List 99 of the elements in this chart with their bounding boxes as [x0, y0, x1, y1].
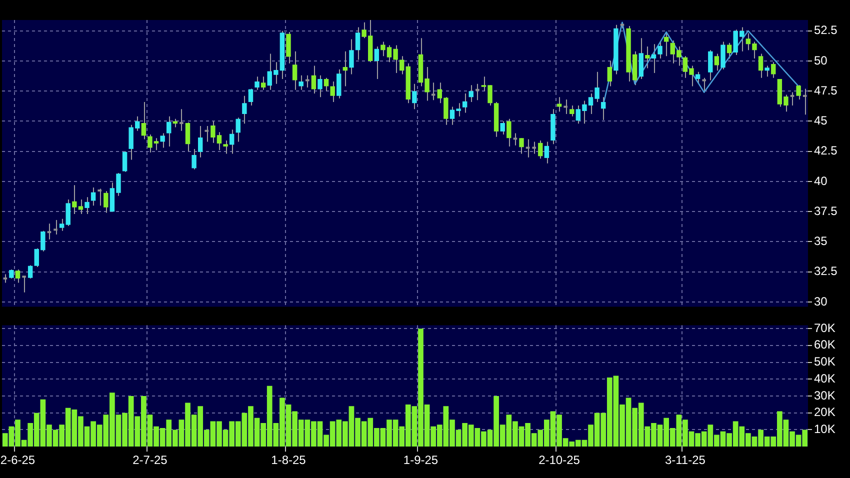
candlestick	[342, 50, 348, 87]
candlestick	[506, 118, 512, 148]
candlestick	[758, 53, 764, 78]
candlestick	[330, 80, 335, 102]
candlestick	[229, 129, 234, 154]
y-tick-label: 60K	[814, 338, 836, 352]
candlestick	[104, 190, 108, 214]
candlestick	[204, 126, 209, 142]
candlestick	[286, 32, 291, 64]
candlestick	[90, 187, 96, 206]
candlestick	[355, 26, 360, 60]
candlestick	[166, 116, 172, 148]
y-tick-label: 47.5	[814, 83, 838, 98]
candlestick	[570, 105, 574, 117]
candlestick	[236, 117, 240, 142]
candlestick	[260, 76, 266, 90]
candlestick	[720, 41, 726, 70]
candlestick	[306, 74, 310, 88]
candlestick	[122, 150, 128, 172]
candlestick	[462, 93, 468, 114]
candlestick	[500, 120, 505, 135]
candlestick	[695, 71, 700, 84]
candlestick	[141, 101, 146, 140]
candlestick	[47, 223, 52, 240]
y-tick-label: 70K	[814, 320, 836, 335]
candlestick	[771, 62, 776, 78]
y-tick-label: 37.5	[814, 204, 838, 218]
candlestick	[22, 276, 26, 293]
candlestick	[790, 92, 794, 106]
x-tick-label: 3-11-25	[664, 453, 706, 468]
candlestick	[607, 60, 612, 87]
y-tick-label: 32.5	[814, 264, 838, 278]
candlestick	[513, 132, 518, 146]
candlestick	[54, 220, 58, 235]
candlestick	[185, 122, 190, 152]
candlestick	[564, 99, 568, 114]
x-tick-label: 1-8-25	[271, 453, 306, 468]
candlestick	[726, 42, 732, 60]
candlestick	[431, 82, 436, 101]
y-tick-label: 45	[814, 114, 828, 128]
candlestick	[802, 88, 807, 116]
y-tick-label: 40	[814, 174, 828, 188]
candlestick	[248, 88, 254, 106]
candlestick	[66, 199, 70, 227]
candlestick	[702, 77, 706, 93]
y-tick-label: 52.5	[814, 23, 838, 38]
candlestick	[645, 46, 650, 69]
candlestick	[349, 38, 354, 75]
candlestick	[764, 65, 770, 78]
candlestick	[192, 148, 196, 170]
candlestick	[160, 132, 165, 148]
y-tick-label: 10K	[814, 422, 836, 436]
candlestick	[796, 84, 801, 100]
candlestick	[708, 50, 713, 81]
candlestick	[28, 264, 33, 279]
candlestick	[242, 95, 247, 124]
candlestick	[544, 141, 550, 164]
candlestick	[59, 218, 64, 232]
candlestick	[311, 65, 316, 94]
candlestick	[658, 41, 662, 60]
candlestick	[476, 83, 480, 101]
candlestick	[318, 74, 322, 98]
candlestick	[254, 76, 260, 90]
y-tick-label: 35	[814, 234, 828, 248]
candlestick	[399, 56, 404, 75]
y-tick-label: 30	[814, 294, 828, 308]
candlestick	[538, 140, 543, 160]
candlestick	[292, 50, 298, 90]
candlestick	[198, 126, 203, 158]
candlestick	[556, 96, 562, 112]
candlestick	[600, 96, 606, 121]
y-tick-label: 40K	[814, 371, 836, 386]
x-tick-label: 2-10-25	[538, 453, 580, 468]
x-tick-label: 2-7-25	[132, 453, 168, 468]
candlestick	[638, 38, 644, 80]
candlestick	[15, 268, 20, 284]
y-tick-label: 20K	[814, 405, 836, 420]
candlestick	[298, 74, 304, 90]
y-tick-label: 30K	[814, 388, 836, 402]
candlestick	[714, 53, 720, 72]
x-tick-label: 2-6-25	[0, 453, 36, 468]
candlestick	[412, 83, 417, 110]
candlestick	[468, 84, 474, 102]
candlestick	[180, 108, 184, 132]
y-tick-label: 50K	[814, 354, 836, 369]
candlestick	[84, 196, 90, 215]
x-tick-label: 1-9-25	[403, 453, 438, 468]
y-tick-label: 42.5	[814, 144, 838, 158]
y-tick-label: 50	[814, 53, 828, 68]
candlestick	[526, 138, 530, 158]
candlestick	[519, 138, 524, 154]
candlestick	[336, 68, 342, 99]
candlestick	[223, 140, 228, 154]
candlestick	[374, 46, 380, 80]
candlestick	[324, 77, 329, 92]
candlestick	[532, 141, 536, 154]
candlestick	[9, 268, 14, 279]
candlestick	[651, 44, 656, 74]
candlestick	[98, 188, 102, 206]
